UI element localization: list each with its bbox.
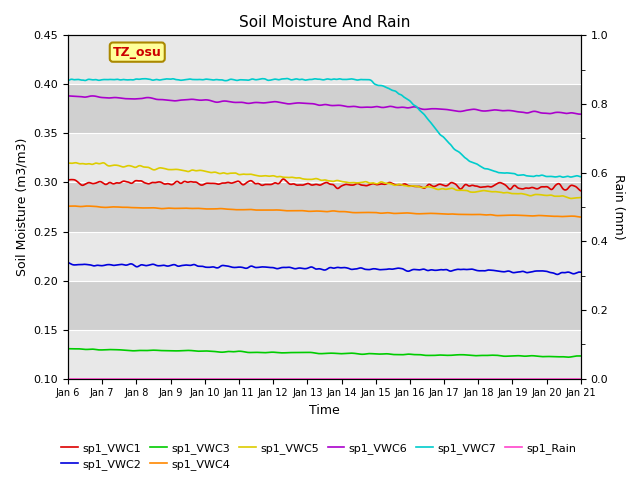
sp1_VWC7 <box>559 174 567 180</box>
Bar <box>68 231 581 281</box>
sp1_VWC4 <box>566 213 573 219</box>
sp1_VWC2 <box>308 264 316 270</box>
sp1_VWC2 <box>554 272 561 277</box>
sp1_VWC4 <box>312 208 319 214</box>
Title: Soil Moisture And Rain: Soil Moisture And Rain <box>239 15 410 30</box>
sp1_VWC3 <box>64 346 72 351</box>
sp1_VWC5 <box>486 189 493 194</box>
sp1_VWC3 <box>369 351 377 357</box>
sp1_VWC2 <box>566 269 573 275</box>
sp1_VWC3 <box>577 353 585 359</box>
sp1_VWC5 <box>308 176 316 182</box>
sp1_Rain <box>484 376 492 382</box>
sp1_VWC5 <box>64 160 72 166</box>
sp1_Rain <box>369 376 377 382</box>
Line: sp1_VWC5: sp1_VWC5 <box>68 163 581 198</box>
sp1_VWC6 <box>308 101 316 107</box>
sp1_VWC3 <box>311 350 319 356</box>
sp1_VWC6 <box>577 111 585 117</box>
sp1_VWC5 <box>312 176 319 181</box>
sp1_VWC1 <box>64 177 72 183</box>
sp1_VWC4 <box>371 210 378 216</box>
sp1_VWC7 <box>283 76 291 82</box>
sp1_VWC3 <box>566 354 573 360</box>
sp1_VWC3 <box>484 352 492 358</box>
Bar <box>68 84 581 133</box>
sp1_VWC1 <box>280 176 288 182</box>
sp1_VWC7 <box>577 174 585 180</box>
sp1_VWC6 <box>564 110 572 116</box>
sp1_VWC1 <box>308 182 316 188</box>
sp1_VWC5 <box>371 180 378 186</box>
sp1_VWC7 <box>312 76 319 82</box>
sp1_VWC6 <box>311 101 319 107</box>
sp1_VWC2 <box>369 266 377 272</box>
sp1_VWC1 <box>577 188 585 194</box>
Bar <box>68 330 581 379</box>
sp1_VWC2 <box>64 260 72 265</box>
sp1_VWC4 <box>64 204 72 209</box>
sp1_VWC6 <box>484 108 492 114</box>
sp1_VWC2 <box>311 266 319 272</box>
sp1_VWC4 <box>342 209 350 215</box>
Bar <box>68 281 581 330</box>
sp1_VWC6 <box>64 93 72 99</box>
sp1_VWC5 <box>577 194 585 200</box>
sp1_VWC1 <box>371 181 378 187</box>
sp1_VWC7 <box>371 81 378 87</box>
sp1_VWC7 <box>486 167 493 172</box>
sp1_VWC3 <box>342 350 349 356</box>
Legend: sp1_VWC1, sp1_VWC2, sp1_VWC3, sp1_VWC4, sp1_VWC5, sp1_VWC6, sp1_VWC7, sp1_Rain: sp1_VWC1, sp1_VWC2, sp1_VWC3, sp1_VWC4, … <box>57 438 581 474</box>
sp1_VWC6 <box>342 104 349 109</box>
sp1_Rain <box>308 376 316 382</box>
sp1_Rain <box>64 376 72 382</box>
sp1_VWC2 <box>484 267 492 273</box>
sp1_VWC5 <box>342 180 350 185</box>
sp1_VWC4 <box>577 214 585 220</box>
Line: sp1_VWC6: sp1_VWC6 <box>68 96 581 114</box>
sp1_Rain <box>311 376 319 382</box>
sp1_VWC5 <box>72 160 79 166</box>
Bar <box>68 36 581 84</box>
sp1_Rain <box>342 376 349 382</box>
sp1_VWC5 <box>568 195 575 201</box>
sp1_VWC7 <box>64 78 72 84</box>
Y-axis label: Soil Moisture (m3/m3): Soil Moisture (m3/m3) <box>15 138 28 276</box>
Bar <box>68 182 581 231</box>
sp1_VWC1 <box>312 181 319 187</box>
sp1_VWC7 <box>567 174 575 180</box>
sp1_Rain <box>577 376 585 382</box>
Line: sp1_VWC4: sp1_VWC4 <box>68 206 581 217</box>
sp1_VWC1 <box>566 184 573 190</box>
Text: TZ_osu: TZ_osu <box>113 46 162 59</box>
Line: sp1_VWC1: sp1_VWC1 <box>68 179 581 191</box>
sp1_VWC3 <box>308 349 316 355</box>
sp1_VWC7 <box>308 76 316 82</box>
sp1_VWC2 <box>577 269 585 275</box>
sp1_VWC4 <box>308 208 316 214</box>
Bar <box>68 133 581 182</box>
sp1_VWC1 <box>486 184 493 190</box>
sp1_VWC6 <box>369 104 377 110</box>
Line: sp1_VWC3: sp1_VWC3 <box>68 348 581 357</box>
X-axis label: Time: Time <box>309 404 340 417</box>
Line: sp1_VWC2: sp1_VWC2 <box>68 263 581 275</box>
sp1_VWC4 <box>84 203 92 209</box>
sp1_VWC5 <box>566 195 573 201</box>
sp1_VWC4 <box>486 212 493 217</box>
sp1_VWC2 <box>342 265 349 271</box>
sp1_VWC3 <box>564 354 572 360</box>
sp1_VWC1 <box>342 181 350 187</box>
sp1_Rain <box>564 376 572 382</box>
Line: sp1_VWC7: sp1_VWC7 <box>68 79 581 177</box>
Y-axis label: Rain (mm): Rain (mm) <box>612 174 625 240</box>
sp1_VWC7 <box>342 77 350 83</box>
